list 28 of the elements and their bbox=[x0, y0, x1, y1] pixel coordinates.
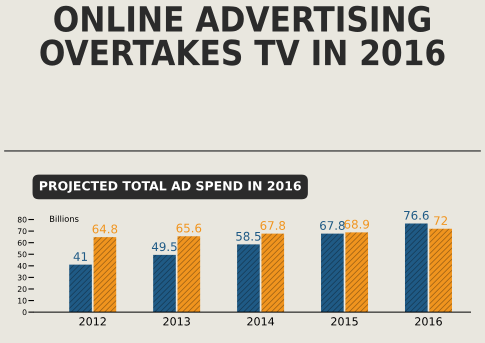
bar bbox=[345, 232, 368, 312]
bar bbox=[404, 223, 428, 312]
data-label: 64.8 bbox=[92, 224, 118, 234]
data-label: 68.9 bbox=[344, 220, 370, 229]
bar bbox=[69, 264, 92, 312]
bar bbox=[429, 228, 452, 312]
bar bbox=[153, 254, 176, 312]
bar bbox=[321, 234, 344, 312]
data-label: 76.6 bbox=[404, 210, 429, 220]
data-label: 41 bbox=[74, 252, 87, 261]
x-tick-label: 2016 bbox=[415, 317, 442, 326]
y-axis-title: Billions bbox=[50, 215, 79, 222]
chart-title: ONLINE ADVERTISING OVERTAKES TV IN 2016 bbox=[40, 6, 444, 66]
data-label: 72 bbox=[434, 216, 447, 225]
data-label: 65.6 bbox=[176, 224, 202, 233]
x-tick-label: 2013 bbox=[163, 317, 190, 326]
bar bbox=[261, 234, 284, 312]
data-label: 49.5 bbox=[152, 242, 177, 252]
data-label: 67.8 bbox=[320, 221, 345, 230]
x-tick-label: 2012 bbox=[79, 317, 106, 326]
bar bbox=[177, 236, 200, 312]
x-tick-label: 2014 bbox=[247, 317, 274, 326]
chart-subtitle: PROJECTED TOTAL AD SPEND IN 2016 bbox=[40, 181, 301, 193]
x-tick-label: 2015 bbox=[331, 317, 358, 326]
data-label: 58.5 bbox=[236, 232, 261, 241]
data-label: 67.8 bbox=[260, 221, 286, 230]
bar bbox=[94, 237, 116, 312]
bar bbox=[237, 244, 260, 312]
